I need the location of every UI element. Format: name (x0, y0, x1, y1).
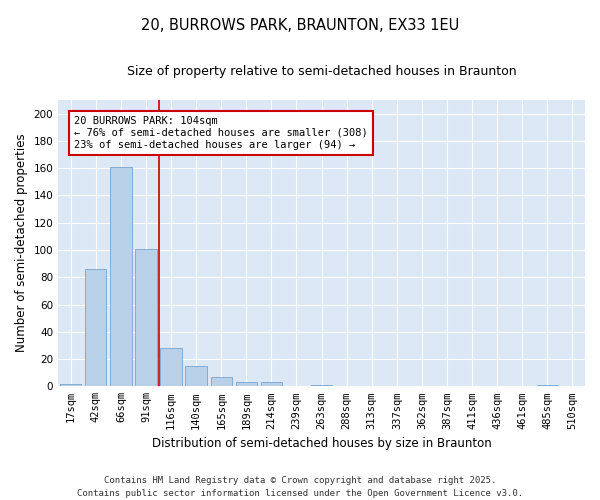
Y-axis label: Number of semi-detached properties: Number of semi-detached properties (15, 134, 28, 352)
Bar (136, 248, 157, 386)
Bar (185, 366, 207, 386)
Text: 20 BURROWS PARK: 104sqm
← 76% of semi-detached houses are smaller (308)
23% of s: 20 BURROWS PARK: 104sqm ← 76% of semi-de… (74, 116, 368, 150)
X-axis label: Distribution of semi-detached houses by size in Braunton: Distribution of semi-detached houses by … (152, 437, 491, 450)
Bar (236, 382, 257, 386)
Bar (211, 377, 232, 386)
Text: Contains HM Land Registry data © Crown copyright and database right 2025.
Contai: Contains HM Land Registry data © Crown c… (77, 476, 523, 498)
Bar (311, 385, 332, 386)
Bar (85, 269, 106, 386)
Bar (261, 382, 282, 386)
Title: Size of property relative to semi-detached houses in Braunton: Size of property relative to semi-detach… (127, 65, 517, 78)
Bar (60, 384, 82, 386)
Bar (110, 167, 131, 386)
Text: 20, BURROWS PARK, BRAUNTON, EX33 1EU: 20, BURROWS PARK, BRAUNTON, EX33 1EU (141, 18, 459, 32)
Bar (160, 348, 182, 387)
Bar (537, 385, 558, 386)
